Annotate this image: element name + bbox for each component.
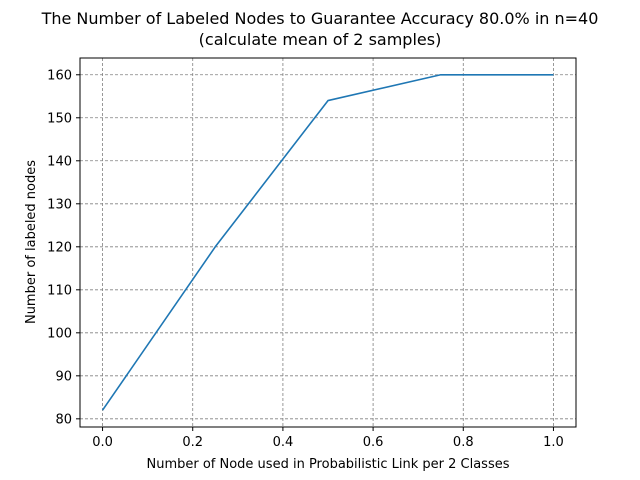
grid <box>80 58 576 427</box>
chart-subtitle: (calculate mean of 2 samples) <box>199 30 442 49</box>
y-tick-label: 90 <box>55 369 72 384</box>
x-tick-label: 1.0 <box>543 435 564 450</box>
x-tick-label: 0.4 <box>273 435 294 450</box>
plot-area-frame <box>79 57 577 428</box>
series-layer <box>101 73 554 411</box>
y-tick-label: 140 <box>47 154 72 169</box>
x-tick-label: 0.2 <box>182 435 203 450</box>
y-tick-label: 130 <box>47 197 72 212</box>
y-tick-label: 160 <box>47 68 72 83</box>
x-tick-label: 0.0 <box>92 435 113 450</box>
series-line <box>101 73 554 411</box>
x-tick-label: 0.8 <box>453 435 474 450</box>
x-axis-label: Number of Node used in Probabilistic Lin… <box>146 457 509 472</box>
y-axis-ticks: 80 90 100 110 120 130 140 150 160 <box>47 68 80 427</box>
y-axis-label: Number of labeled nodes <box>24 160 39 324</box>
y-tick-label: 100 <box>47 326 72 341</box>
x-tick-label: 0.6 <box>363 435 384 450</box>
x-axis-ticks: 0.0 0.2 0.4 0.6 0.8 1.0 <box>92 427 564 450</box>
y-tick-label: 110 <box>47 283 72 298</box>
y-tick-label: 120 <box>47 240 72 255</box>
y-tick-label: 150 <box>47 111 72 126</box>
chart-title: The Number of Labeled Nodes to Guarantee… <box>41 9 599 28</box>
y-tick-label: 80 <box>55 412 72 427</box>
